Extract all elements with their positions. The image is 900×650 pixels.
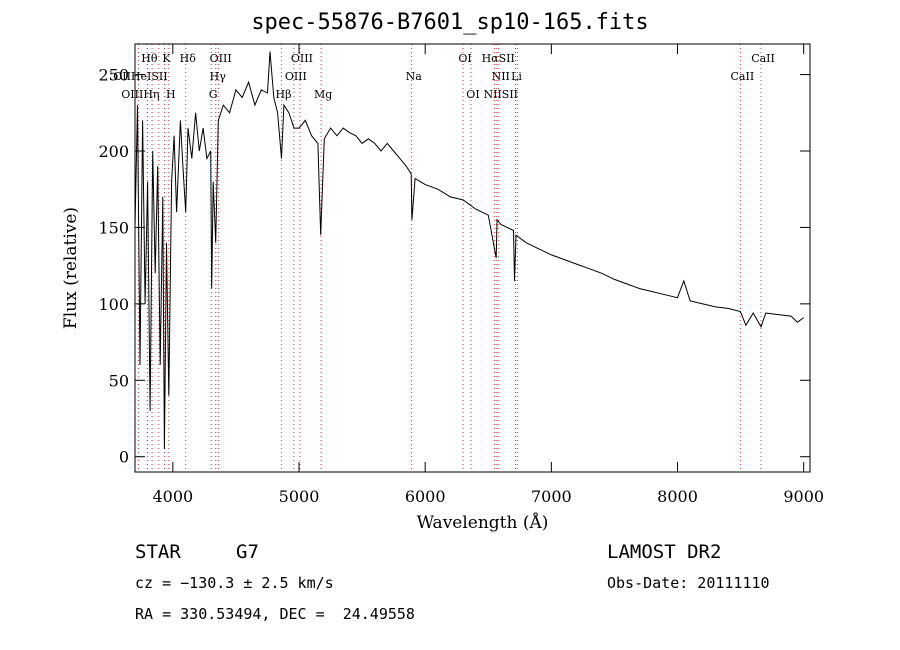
x-tick-label: 8000 xyxy=(657,487,698,506)
spectrum-line xyxy=(134,51,804,450)
y-tick-label: 200 xyxy=(98,142,129,161)
coordinates: RA = 330.53494, DEC = 24.49558 xyxy=(135,605,415,623)
x-tick-label: 7000 xyxy=(531,487,572,506)
x-axis-label: Wavelength (Å) xyxy=(417,512,549,533)
y-axis-label: Flux (relative) xyxy=(61,207,81,329)
spectral-line-label: OIII xyxy=(210,52,232,65)
chart-title: spec-55876-B7601_sp10-165.fits xyxy=(251,10,649,35)
object-subclass: G7 xyxy=(236,541,259,563)
spectral-line-label: HαSII xyxy=(482,52,515,65)
spectral-line-label: K xyxy=(162,52,171,65)
spectral-line-label: OIIIHη xyxy=(121,88,159,101)
survey-label: LAMOST DR2 xyxy=(607,541,722,563)
observation-date: Obs-Date: 20111110 xyxy=(607,574,770,592)
spectral-line-label: OIII xyxy=(285,70,307,83)
spectral-line-label: OI xyxy=(458,52,471,65)
spectral-line-label: NII xyxy=(492,70,510,83)
spectral-line-label: G xyxy=(209,88,218,101)
spectral-line-label: NIISII xyxy=(483,88,518,101)
spectral-line-label: Hβ xyxy=(276,88,292,101)
x-tick-label: 9000 xyxy=(783,487,824,506)
spectral-line-label: CaII xyxy=(751,52,775,65)
spectral-line-label: OIIHeISII xyxy=(113,70,167,83)
spectral-line-label: OI xyxy=(466,88,479,101)
y-tick-label: 150 xyxy=(98,218,129,237)
spectral-line-label: CaII xyxy=(731,70,755,83)
redshift-velocity: cz = −130.3 ± 2.5 km/s xyxy=(135,574,334,592)
spectral-line-label: OIII xyxy=(291,52,313,65)
spectral-line-label: Hγ xyxy=(210,70,227,83)
y-tick-label: 50 xyxy=(109,371,129,390)
spectral-line-label: Na xyxy=(406,70,423,83)
spectral-line-label: Hδ xyxy=(180,52,197,65)
object-class: STAR xyxy=(135,541,181,563)
spectral-line-label: Hθ xyxy=(141,52,158,65)
y-tick-label: 0 xyxy=(119,448,129,467)
plot-frame xyxy=(134,43,811,473)
spectral-line-label: Li xyxy=(511,70,522,83)
y-tick-label: 100 xyxy=(98,295,129,314)
x-tick-label: 6000 xyxy=(405,487,446,506)
spectral-line-label: H xyxy=(166,88,176,101)
x-tick-label: 4000 xyxy=(152,487,193,506)
spectral-line-label: Mg xyxy=(314,88,332,101)
y-tick-label: 250 xyxy=(98,66,129,85)
x-tick-label: 5000 xyxy=(279,487,320,506)
